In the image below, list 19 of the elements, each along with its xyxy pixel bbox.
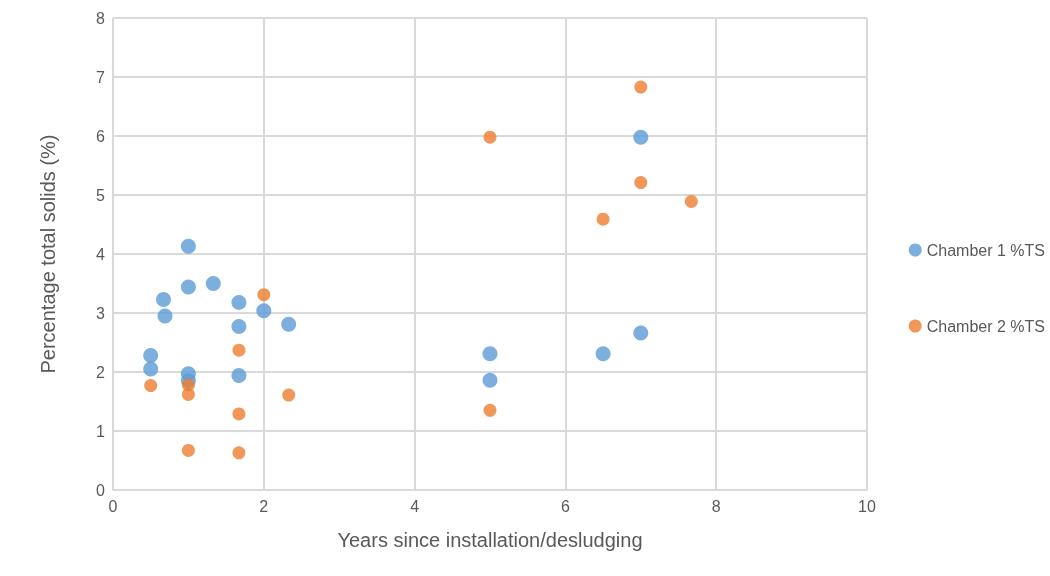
- x-tick-label: 10: [858, 497, 876, 515]
- y-tick-label: 8: [96, 9, 106, 27]
- y-axis-title: Percentage total solids (%): [37, 134, 59, 374]
- y-tick-label: 4: [96, 245, 106, 263]
- x-tick-label: 6: [560, 497, 570, 515]
- x-tick-label: 4: [410, 497, 420, 515]
- y-tick-label: 3: [96, 304, 106, 322]
- y-tick-label: 1: [96, 422, 106, 440]
- x-tick-label: 2: [259, 497, 269, 515]
- x-tick-label: 8: [711, 497, 721, 515]
- legend-label: Chamber 1 %TS: [926, 241, 1045, 259]
- y-tick-label: 7: [96, 68, 106, 86]
- y-tick-label: 5: [96, 186, 106, 204]
- x-tick-label: 0: [108, 497, 118, 515]
- legend-label: Chamber 2 %TS: [926, 317, 1045, 335]
- x-axis-title: Years since installation/desludging: [337, 529, 643, 551]
- y-tick-label: 6: [96, 127, 106, 145]
- y-tick-label: 0: [96, 481, 106, 499]
- y-tick-label: 2: [96, 363, 106, 381]
